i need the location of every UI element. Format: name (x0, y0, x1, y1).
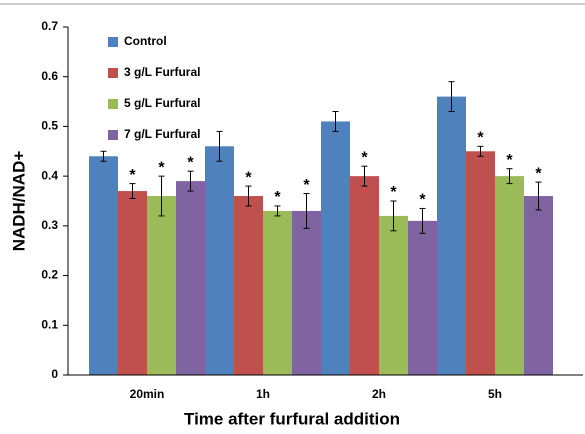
bar (350, 176, 379, 375)
bar (292, 210, 321, 375)
x-tick-label: 1h (256, 387, 270, 401)
y-axis-label: NADH/NAD+ (9, 151, 28, 252)
error-bar (535, 181, 542, 211)
legend-label: 3 g/L Furfural (124, 65, 200, 79)
error-bar (129, 183, 136, 200)
bar (147, 196, 176, 375)
y-tick-label: 0.2 (41, 268, 58, 282)
error-bar (216, 130, 223, 162)
x-tick-label: 2h (372, 387, 386, 401)
error-bar (361, 165, 368, 187)
y-tick-label: 0.5 (41, 119, 58, 133)
significance-mark: * (187, 154, 194, 171)
x-tick-label: 20min (130, 387, 165, 401)
bar (495, 176, 524, 375)
significance-mark: * (361, 149, 368, 166)
significance-mark: * (390, 184, 397, 201)
error-bar (390, 200, 397, 232)
legend-swatch (108, 130, 118, 140)
significance-mark: * (129, 167, 136, 184)
bar (437, 96, 466, 375)
x-axis-label: Time after furfural addition (184, 409, 400, 428)
significance-mark: * (245, 169, 252, 186)
legend-label: 7 g/L Furfural (124, 127, 200, 141)
significance-mark: * (535, 165, 542, 182)
significance-mark: * (419, 192, 426, 209)
bar (205, 146, 234, 375)
legend-swatch (108, 99, 118, 109)
error-bar (158, 175, 165, 217)
significance-mark: * (274, 189, 281, 206)
significance-mark: * (477, 130, 484, 147)
bar (466, 151, 495, 375)
bar (524, 196, 553, 375)
error-bar (477, 145, 484, 157)
bar (89, 156, 118, 375)
error-bar (274, 205, 281, 217)
x-tick-label: 5h (488, 387, 502, 401)
bar (321, 121, 350, 375)
bar (263, 210, 292, 375)
bar (118, 191, 147, 375)
y-tick-label: 0 (51, 367, 58, 381)
error-bar (245, 185, 252, 207)
bar (234, 196, 263, 375)
error-bar (332, 111, 339, 132)
error-bar (187, 170, 194, 192)
legend-swatch (108, 37, 118, 47)
error-bar (303, 193, 310, 229)
legend-label: 5 g/L Furfural (124, 96, 200, 110)
significance-mark: * (158, 159, 165, 176)
y-tick-label: 0.3 (41, 218, 58, 232)
legend-label: Control (124, 34, 167, 48)
legend-swatch (108, 68, 118, 78)
y-tick-label: 0.7 (41, 19, 58, 33)
error-bar (506, 168, 513, 185)
error-bar (419, 207, 426, 234)
significance-mark: * (303, 177, 310, 194)
error-bar (448, 81, 455, 113)
bar (408, 220, 437, 375)
error-bar (100, 150, 107, 162)
y-tick-label: 0.4 (41, 168, 58, 182)
bar (176, 181, 205, 375)
y-tick-label: 0.6 (41, 69, 58, 83)
bar (379, 215, 408, 375)
significance-mark: * (506, 152, 513, 169)
y-tick-label: 0.1 (41, 317, 58, 331)
